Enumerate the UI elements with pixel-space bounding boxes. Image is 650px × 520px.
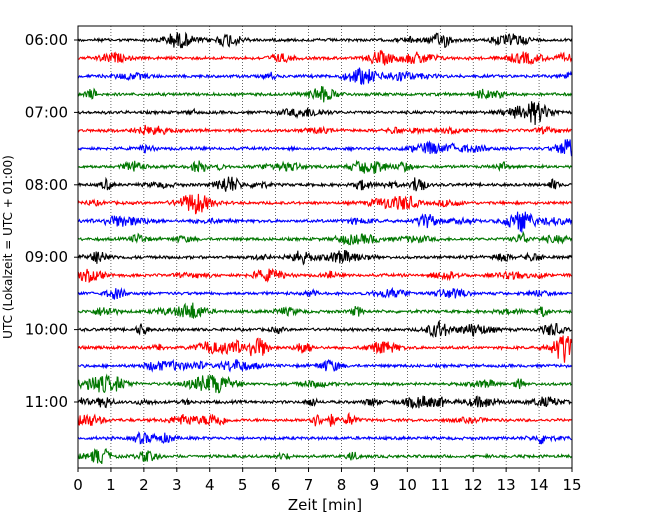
seismogram-trace [77,411,572,427]
seismogram-trace [77,358,572,373]
y-axis-label: UTC (Lokalzeit = UTC + 01:00) [1,155,15,339]
seismogram-trace [77,249,573,266]
seismogram-trace [77,211,573,233]
seismogram-trace [77,193,572,215]
x-tick-label: 10 [398,476,417,494]
seismogram-trace [77,67,573,86]
x-tick-label: 0 [73,476,83,494]
x-tick-label: 11 [431,476,450,494]
x-tick-label: 5 [238,476,248,494]
y-tick-label: 11:00 [25,393,68,411]
seismogram-trace [77,124,572,136]
y-tick-label: 07:00 [25,103,68,121]
seismogram-trace [77,302,572,319]
seismogram-trace [77,101,572,126]
seismogram-trace [77,31,573,49]
x-tick-label: 1 [106,476,116,494]
x-tick-label: 15 [562,476,581,494]
y-tick-label: 06:00 [25,31,68,49]
y-tick-label: 10:00 [25,321,68,339]
x-axis-label: Zeit [min] [288,496,362,514]
y-tick-label: 08:00 [25,176,68,194]
x-tick-label: 7 [304,476,314,494]
x-axis: 0 1 2 3 4 5 6 7 8 9 10 11 12 13 14 15 [73,468,582,494]
seismogram-trace [77,286,572,300]
seismogram-trace [77,395,572,410]
x-tick-label: 8 [337,476,347,494]
seismogram-trace [77,49,573,66]
seismogram-trace [77,430,572,445]
x-tick-label: 14 [530,476,549,494]
x-tick-label: 13 [497,476,516,494]
seismogram-trace [77,335,573,363]
seismogram-trace [77,139,573,157]
plot-frame [77,25,573,469]
seismogram-trace [77,159,572,174]
x-tick-label: 3 [172,476,182,494]
seismogram-trace [77,176,572,192]
x-tick-label: 4 [205,476,215,494]
seismogram-trace [77,373,572,394]
seismogram-trace [77,448,572,465]
seismogram-traces [77,31,573,465]
seismogram-trace [77,267,572,284]
y-tick-label: 09:00 [25,248,68,266]
x-tick-label: 12 [464,476,483,494]
seismogram-trace [77,86,572,103]
x-tick-label: 9 [370,476,380,494]
seismogram-trace [77,319,572,339]
y-axis: 06:00 07:00 08:00 09:00 10:00 11:00 [25,31,78,411]
seismogram-trace [77,230,573,246]
x-tick-label: 2 [139,476,149,494]
x-tick-label: 6 [271,476,281,494]
